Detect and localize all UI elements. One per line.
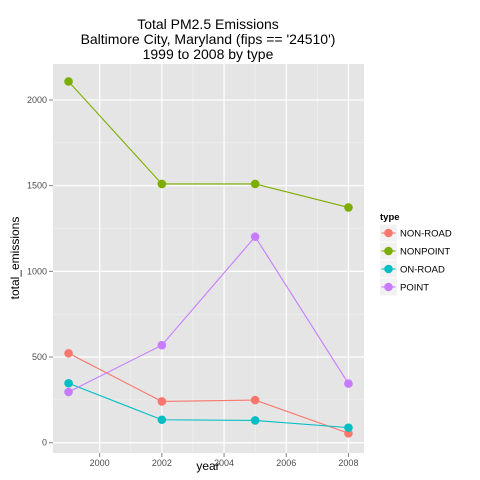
data-point-point bbox=[157, 340, 167, 350]
data-point-point bbox=[344, 379, 353, 388]
data-point-on-road bbox=[64, 378, 73, 388]
series-lines bbox=[68, 81, 349, 434]
y-tick-label: 1500 bbox=[27, 181, 47, 191]
data-point-nonpoint bbox=[64, 77, 73, 86]
legend-items: NON-ROAD NONPOINT ON-ROAD POINT bbox=[380, 224, 452, 296]
legend-label-nonpoint: NONPOINT bbox=[400, 247, 450, 258]
legend-key-point-non-road bbox=[384, 228, 393, 238]
data-point-non-road bbox=[64, 348, 73, 358]
y-tick-label: 1000 bbox=[27, 266, 47, 276]
legend-key-point-nonpoint bbox=[384, 246, 393, 256]
grid-lines bbox=[53, 64, 364, 453]
data-point-point bbox=[250, 232, 260, 242]
series-line-non-road bbox=[68, 352, 349, 434]
legend-label-point: POINT bbox=[400, 283, 429, 294]
x-tick-label: 2000 bbox=[90, 458, 110, 468]
x-axis-ticks: 2000 2002 2004 2006 2008 bbox=[90, 453, 358, 468]
data-point-non-road bbox=[157, 397, 167, 406]
data-point-on-road bbox=[344, 423, 353, 432]
data-point-nonpoint bbox=[344, 203, 353, 212]
series-line-point bbox=[68, 235, 349, 393]
data-point-on-road bbox=[250, 416, 260, 425]
y-axis-ticks: 0 500 1000 1500 2000 bbox=[27, 95, 53, 448]
x-tick-label: 2008 bbox=[338, 458, 358, 468]
data-point-nonpoint bbox=[250, 179, 260, 189]
legend-label-on-road: ON-ROAD bbox=[400, 265, 445, 276]
chart-title-line-3: 1999 to 2008 by type bbox=[143, 46, 274, 62]
plot-panel bbox=[53, 64, 364, 453]
chart-title-line-1: Total PM2.5 Emissions bbox=[137, 16, 279, 32]
data-point-nonpoint bbox=[157, 179, 167, 189]
data-points bbox=[64, 77, 353, 438]
y-axis-title: total_emissions bbox=[8, 217, 22, 300]
x-tick-label: 2002 bbox=[152, 458, 172, 468]
chart-title-line-2: Baltimore City, Maryland (fips == '24510… bbox=[81, 31, 336, 47]
legend-key-point-on-road bbox=[384, 264, 393, 274]
x-tick-label: 2004 bbox=[214, 458, 234, 468]
legend: type NON-ROAD NONPOINT ON-ROAD POINT bbox=[380, 212, 452, 296]
legend-key-point-point bbox=[384, 282, 393, 292]
data-point-point bbox=[64, 387, 73, 397]
series-line-nonpoint bbox=[68, 81, 349, 208]
y-tick-label: 2000 bbox=[27, 95, 47, 105]
x-tick-label: 2006 bbox=[276, 458, 296, 468]
legend-label-non-road: NON-ROAD bbox=[400, 229, 452, 240]
x-axis-title: year bbox=[196, 459, 219, 473]
data-point-on-road bbox=[157, 415, 167, 425]
y-tick-label: 0 bbox=[42, 438, 47, 448]
y-tick-label: 500 bbox=[32, 352, 47, 362]
legend-title: type bbox=[380, 212, 400, 223]
series-line-on-road bbox=[68, 382, 349, 429]
data-point-non-road bbox=[250, 395, 260, 405]
